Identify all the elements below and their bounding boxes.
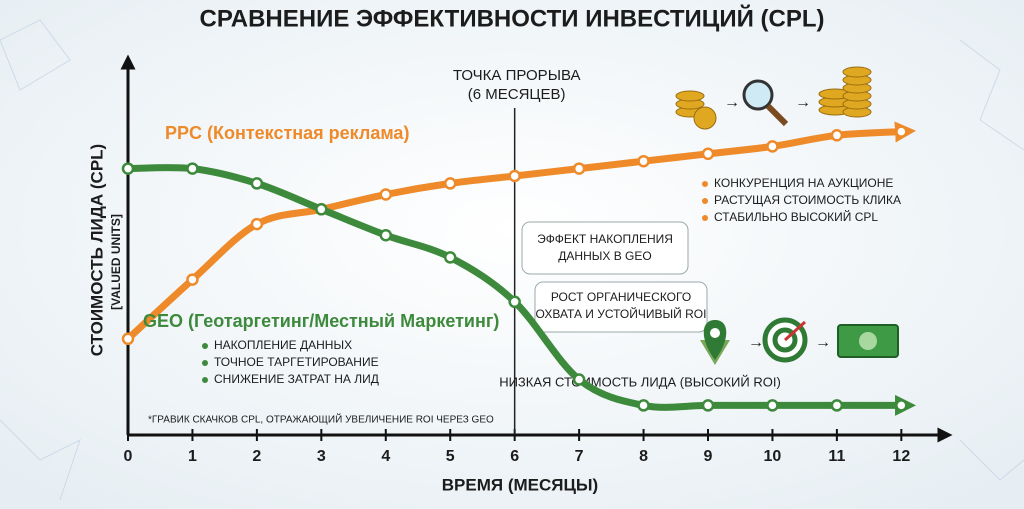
callout-box — [521, 221, 689, 275]
data-point — [572, 373, 586, 386]
y-axis-unit: [VALUED UNITS] — [109, 214, 123, 310]
data-point — [186, 162, 199, 175]
svg-text:→: → — [795, 94, 811, 111]
data-point — [508, 169, 521, 183]
data-point — [443, 177, 457, 190]
x-tick-label: 5 — [446, 448, 455, 465]
x-tick-label: 0 — [124, 448, 133, 465]
x-axis-label: ВРЕМЯ (МЕСЯЦЫ) — [442, 475, 598, 494]
data-point — [186, 273, 199, 286]
data-point — [121, 332, 135, 346]
decor — [0, 19, 1024, 501]
svg-text:→: → — [724, 94, 740, 111]
low-cost-note: НИЗКАЯ СТОИМОСТЬ ЛИДА (ВЫСОКИЙ ROI) — [499, 374, 781, 389]
icons: → → → → — [675, 66, 899, 365]
data-point — [250, 177, 264, 190]
bullet-text: НАКОПЛЕНИЕ ДАННЫХ — [214, 338, 352, 352]
bullet-text: СНИЖЕНИЕ ЗАТРАТ НА ЛИД — [214, 372, 379, 386]
x-tick-label: 11 — [828, 448, 845, 465]
x-tick-label: 3 — [317, 448, 326, 465]
data-point — [701, 147, 715, 161]
x-tick-label: 2 — [252, 448, 261, 465]
bullet-dot — [202, 377, 208, 383]
bullet-dot — [202, 360, 208, 366]
data-point — [572, 162, 586, 175]
x-tick-label: 10 — [764, 448, 782, 465]
callout-text: ДАННЫХ В GEO — [558, 249, 651, 263]
data-point — [830, 399, 844, 412]
breakpoint-label: (6 МЕСЯЦЕВ) — [468, 86, 566, 103]
data-point — [766, 399, 779, 412]
y-axis-label: СТОИМОСТЬ ЛИДА (CPL) — [87, 144, 106, 356]
bullet-text: РАСТУЩАЯ СТОИМОСТЬ КЛИКА — [714, 193, 901, 207]
bullet-dot — [702, 198, 708, 204]
x-tick-label: 7 — [575, 448, 584, 465]
svg-text:→: → — [748, 334, 764, 351]
chart-title: СРАВНЕНИЕ ЭФФЕКТИВНОСТИ ИНВЕСТИЦИЙ (CPL) — [200, 4, 825, 32]
data-point — [315, 203, 328, 216]
legend-label: PPC (Контекстная реклама) — [165, 123, 409, 143]
data-point — [250, 217, 264, 231]
data-point — [379, 228, 393, 242]
data-point — [766, 140, 779, 153]
x-tick-label: 4 — [381, 448, 390, 465]
bullet-dot — [202, 343, 208, 349]
bullet-dot — [702, 181, 708, 187]
data-point — [895, 125, 908, 138]
x-tick-label: 12 — [892, 448, 910, 465]
bullet-dot — [702, 215, 708, 221]
x-tick-label: 9 — [704, 448, 713, 465]
x-tick-label: 8 — [639, 448, 648, 465]
data-point — [637, 154, 650, 168]
data-point — [121, 162, 135, 175]
data-point — [637, 399, 650, 412]
x-tick-label: 1 — [188, 448, 197, 465]
x-tick-label: 6 — [510, 448, 519, 465]
footnote: *ГРАВИК СКАЧКОВ CPL, ОТРАЖАЮЩИЙ УВЕЛИЧЕН… — [148, 413, 494, 426]
callout-text: РОСТ ОРГАНИЧЕСКОГО — [551, 290, 691, 304]
breakpoint-label: ТОЧКА ПРОРЫВА — [453, 67, 581, 84]
data-point — [508, 295, 521, 309]
data-point — [895, 399, 908, 412]
callout-text: ЭФФЕКТ НАКОПЛЕНИЯ — [537, 232, 673, 246]
bullet-text: СТАБИЛЬНО ВЫСОКИЙ CPL — [714, 209, 878, 224]
data-point — [379, 188, 393, 201]
bullet-text: КОНКУРЕНЦИЯ НА АУКЦИОНЕ — [714, 176, 893, 190]
legend-label: GEO (Геотаргетинг/Местный Маркетинг) — [143, 311, 499, 331]
data-point — [443, 251, 457, 264]
callout-box — [534, 281, 708, 333]
callout-text: ОХВАТА И УСТОЙЧИВЫЙ ROI — [536, 306, 707, 321]
data-point — [830, 129, 844, 142]
bullet-text: ТОЧНОЕ ТАРГЕТИРОВАНИЕ — [214, 355, 379, 369]
data-point — [701, 399, 715, 412]
svg-text:→: → — [815, 334, 831, 351]
